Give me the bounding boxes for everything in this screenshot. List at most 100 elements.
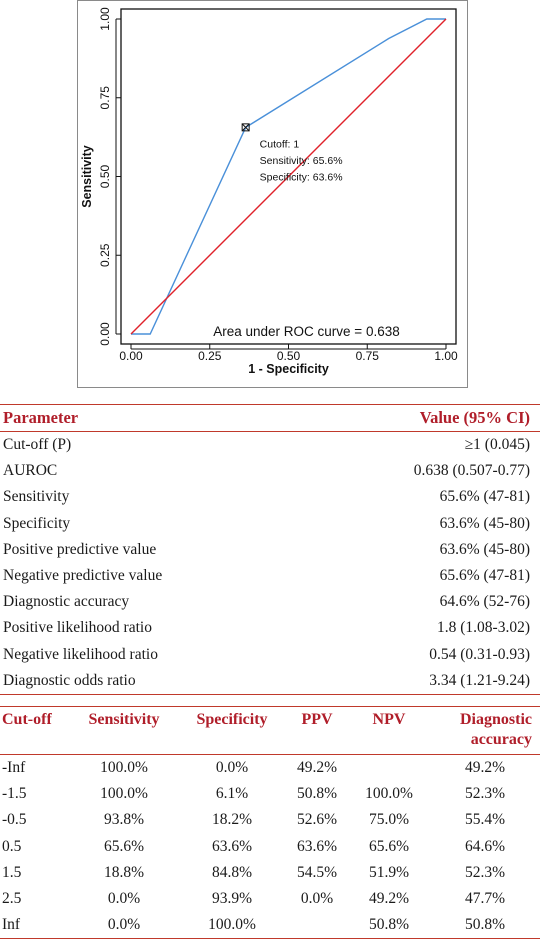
sensitivity-cell: 18.8% bbox=[103, 863, 145, 881]
parameter-name: Positive likelihood ratio bbox=[3, 619, 152, 637]
npv-cell: 100.0% bbox=[365, 785, 413, 803]
y-tick-label: 1.00 bbox=[98, 7, 112, 31]
table-row: -0.5 93.8% 18.2% 52.6% 75.0% 55.4% bbox=[0, 807, 540, 833]
roc-plot: 0.00 0.25 0.50 0.75 1.00 0.00 0.25 0.50 0.75 1.00… bbox=[80, 7, 458, 376]
npv-cell: 51.9% bbox=[368, 863, 410, 881]
specificity-cell: 84.8% bbox=[211, 863, 253, 881]
specificity-cell: 63.6% bbox=[211, 837, 253, 855]
roc-chart: 0.00 0.25 0.50 0.75 1.00 0.00 0.25 0.50 0.75 1.00… bbox=[77, 0, 468, 388]
table-row: Cut-off (P) ≥1 (0.045) bbox=[0, 432, 540, 459]
table-row: Negative predictive value 65.6% (47-81) bbox=[0, 563, 540, 589]
table-row: -Inf 100.0% 0.0% 49.2% 49.2% bbox=[0, 755, 540, 782]
ppv-cell: 49.2% bbox=[296, 759, 338, 777]
cutoff-table: Cut-off Sensitivity Specificity PPV NPV … bbox=[0, 706, 540, 939]
cutoff-annotation-line: Cutoff: 1 bbox=[260, 138, 300, 150]
parameter-name: Negative predictive value bbox=[3, 567, 163, 585]
accuracy-cell: 47.7% bbox=[464, 890, 506, 908]
y-tick-label: 0.00 bbox=[98, 322, 112, 346]
x-tick-label: 0.25 bbox=[198, 349, 222, 363]
table-row: AUROC 0.638 (0.507-0.77) bbox=[0, 458, 540, 484]
y-tick-label: 0.75 bbox=[98, 86, 112, 110]
cutoff-annotation-line: Sensitivity: 65.6% bbox=[260, 155, 343, 167]
parameter-table: Parameter Value (95% CI) Cut-off (P) ≥1 (… bbox=[0, 404, 540, 695]
ppv-cell: 63.6% bbox=[296, 837, 338, 855]
auc-label: Area under ROC curve = 0.638 bbox=[213, 324, 399, 339]
header-parameter: Parameter bbox=[0, 404, 303, 432]
sensitivity-cell: 0.0% bbox=[107, 890, 141, 908]
header-ppv: PPV bbox=[286, 706, 348, 755]
header-value: Value (95% CI) bbox=[302, 404, 540, 432]
header-specificity: Specificity bbox=[178, 706, 286, 755]
header-sensitivity: Sensitivity bbox=[70, 706, 178, 755]
npv-cell bbox=[348, 755, 430, 782]
table-row: -1.5 100.0% 6.1% 50.8% 100.0% 52.3% bbox=[0, 781, 540, 807]
cutoff-marker bbox=[241, 123, 250, 132]
accuracy-cell: 55.4% bbox=[464, 811, 506, 829]
cutoff-cell: -Inf bbox=[2, 759, 26, 777]
specificity-cell: 6.1% bbox=[215, 785, 249, 803]
specificity-cell: 18.2% bbox=[211, 811, 253, 829]
sensitivity-cell: 0.0% bbox=[70, 912, 178, 939]
cutoff-annotation-line: Specificity: 63.6% bbox=[260, 171, 343, 183]
parameter-value: 0.54 (0.31-0.93) bbox=[429, 645, 530, 663]
parameter-name: Specificity bbox=[3, 514, 71, 532]
parameter-name: Cut-off (P) bbox=[3, 436, 72, 454]
table-row: Diagnostic accuracy 64.6% (52-76) bbox=[0, 589, 540, 615]
npv-cell: 50.8% bbox=[348, 912, 430, 939]
accuracy-cell: 52.3% bbox=[464, 863, 506, 881]
parameter-value: 63.6% (45-80) bbox=[439, 514, 530, 532]
table-row: Positive predictive value 63.6% (45-80) bbox=[0, 537, 540, 563]
table-row: Diagnostic odds ratio 3.34 (1.21-9.24) bbox=[0, 667, 540, 695]
parameter-value: 64.6% (52-76) bbox=[439, 593, 530, 611]
ppv-cell: 54.5% bbox=[296, 863, 338, 881]
specificity-cell: 100.0% bbox=[178, 912, 286, 939]
table-row: Specificity 63.6% (45-80) bbox=[0, 511, 540, 537]
parameter-name: AUROC bbox=[3, 462, 58, 480]
accuracy-cell: 50.8% bbox=[430, 912, 540, 939]
parameter-value: 1.8 (1.08-3.02) bbox=[437, 619, 530, 637]
accuracy-cell: 64.6% bbox=[464, 837, 506, 855]
cutoff-marker-cross bbox=[241, 123, 250, 132]
parameter-name: Sensitivity bbox=[3, 488, 70, 506]
table-row: Inf 0.0% 100.0% 50.8% 50.8% bbox=[0, 912, 540, 939]
accuracy-cell: 49.2% bbox=[464, 759, 506, 777]
ppv-cell: 52.6% bbox=[296, 811, 338, 829]
x-tick-label: 0.00 bbox=[119, 349, 143, 363]
parameter-name: Diagnostic odds ratio bbox=[0, 667, 303, 695]
header-npv: NPV bbox=[348, 706, 430, 755]
table-row: 2.5 0.0% 93.9% 0.0% 49.2% 47.7% bbox=[0, 886, 540, 912]
y-axis-label: Sensitivity bbox=[80, 145, 94, 208]
table-row: 0.5 65.6% 63.6% 63.6% 65.6% 64.6% bbox=[0, 834, 540, 860]
ppv-cell: 50.8% bbox=[296, 785, 338, 803]
table-row: Positive likelihood ratio 1.8 (1.08-3.02) bbox=[0, 615, 540, 641]
cutoff-cell: Inf bbox=[0, 912, 70, 939]
x-axis-label: 1 - Specificity bbox=[248, 362, 329, 376]
sensitivity-cell: 65.6% bbox=[103, 837, 145, 855]
npv-cell: 65.6% bbox=[368, 837, 410, 855]
cutoff-cell: -0.5 bbox=[2, 811, 27, 829]
accuracy-cell: 52.3% bbox=[464, 785, 506, 803]
specificity-cell: 0.0% bbox=[215, 759, 249, 777]
cutoff-table-header: Cut-off Sensitivity Specificity PPV NPV … bbox=[0, 706, 540, 755]
cutoff-cell: 1.5 bbox=[2, 863, 22, 881]
x-tick-label: 0.75 bbox=[356, 349, 380, 363]
y-tick-label: 0.25 bbox=[98, 243, 112, 267]
sensitivity-cell: 100.0% bbox=[100, 785, 148, 803]
cutoff-cell: 2.5 bbox=[2, 890, 22, 908]
x-tick-label: 1.00 bbox=[434, 349, 458, 363]
cutoff-cell: -1.5 bbox=[2, 785, 27, 803]
parameter-value: 63.6% (45-80) bbox=[439, 540, 530, 558]
header-cutoff: Cut-off bbox=[0, 706, 70, 755]
reference-diagonal-line bbox=[130, 18, 447, 335]
y-tick-label: 0.50 bbox=[98, 164, 112, 188]
ppv-cell: 0.0% bbox=[300, 890, 334, 908]
parameter-name: Diagnostic accuracy bbox=[3, 593, 130, 611]
parameter-value: ≥1 (0.045) bbox=[464, 436, 530, 454]
table-row: Negative likelihood ratio 0.54 (0.31-0.93… bbox=[0, 642, 540, 668]
sensitivity-cell: 100.0% bbox=[100, 759, 148, 777]
npv-cell: 75.0% bbox=[368, 811, 410, 829]
x-tick-label: 0.50 bbox=[277, 349, 301, 363]
roc-curve-line bbox=[131, 18, 446, 335]
parameter-value: 0.638 (0.507-0.77) bbox=[413, 462, 530, 480]
parameter-value: 65.6% (47-81) bbox=[439, 488, 530, 506]
